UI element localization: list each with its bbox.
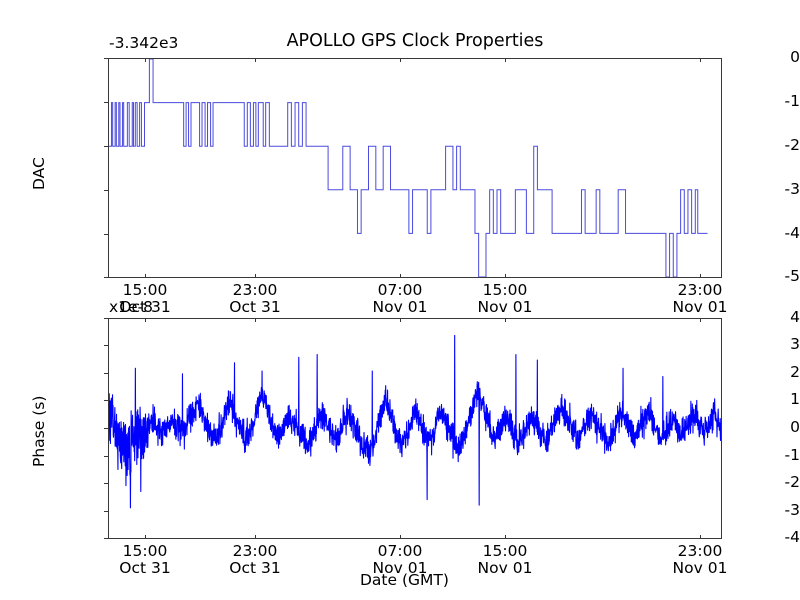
dac-step-trace (109, 59, 708, 277)
dac-xticklabel-3-date: Nov 01 (477, 298, 533, 316)
dac-xtick-1 (255, 274, 257, 278)
phase-noise-trace (109, 334, 721, 509)
phase-xticklabel-3-time: 15:00 (482, 542, 528, 560)
dac-xticklabel-0: 15:00 Oct 31 (85, 282, 205, 316)
dac-yticklabel-4: -4 (784, 224, 800, 242)
phase-xticklabel-1-time: 23:00 (232, 542, 278, 560)
phase-xticklabel-2-date: Nov 01 (372, 559, 428, 577)
phase-yticklabel-m2: -2 (784, 473, 800, 491)
dac-xticklabel-1-date: Oct 31 (229, 298, 281, 316)
phase-plot-area (108, 318, 722, 539)
dac-yticklabel-2: -2 (784, 136, 800, 154)
phase-xticklabel-4-date: Nov 01 (672, 559, 728, 577)
phase-xticklabel-0-time: 15:00 (122, 542, 168, 560)
phase-yticklabel-2: 2 (790, 363, 800, 381)
dac-xticklabel-2-date: Nov 01 (372, 298, 428, 316)
phase-yticklabel-m1: -1 (784, 446, 800, 464)
phase-yticklabel-3: 3 (790, 335, 800, 353)
phase-yticklabel-1: 1 (790, 390, 800, 408)
phase-ytick-m3 (104, 511, 108, 513)
phase-xtick-0 (145, 535, 147, 539)
dac-ytick-5 (104, 277, 108, 279)
phase-xtick-3 (505, 535, 507, 539)
dac-xticklabel-0-date: Oct 31 (119, 298, 171, 316)
dac-xticklabel-4-date: Nov 01 (672, 298, 728, 316)
dac-xticklabel-0-time: 15:00 (122, 281, 168, 299)
dac-ytick-1 (104, 102, 108, 104)
phase-xticklabel-3: 15:00 Nov 01 (445, 543, 565, 577)
phase-axis-label: Phase (s) (30, 395, 48, 467)
phase-ytick-m4 (104, 538, 108, 540)
dac-xtick-top-0 (145, 58, 147, 62)
dac-xtick-0 (145, 274, 147, 278)
phase-xticklabel-4-time: 23:00 (677, 542, 723, 560)
phase-ytick-4 (104, 318, 108, 320)
dac-xtick-4 (700, 274, 702, 278)
phase-xtick-top-1 (255, 318, 257, 322)
dac-xticklabel-3: 15:00 Nov 01 (445, 282, 565, 316)
phase-xtick-top-3 (505, 318, 507, 322)
dac-ytick-0 (104, 58, 108, 60)
phase-xticklabel-1: 23:00 Oct 31 (195, 543, 315, 577)
dac-xticklabel-3-time: 15:00 (482, 281, 528, 299)
dac-xticklabel-1-time: 23:00 (232, 281, 278, 299)
dac-xtick-top-2 (400, 58, 402, 62)
phase-xticklabel-3-date: Nov 01 (477, 559, 533, 577)
dac-xtick-3 (505, 274, 507, 278)
phase-xticklabel-4: 23:00 Nov 01 (640, 543, 760, 577)
phase-xticklabel-0-date: Oct 31 (119, 559, 171, 577)
phase-xtick-top-2 (400, 318, 402, 322)
dac-yticklabel-3: -3 (784, 180, 800, 198)
dac-ytick-2 (104, 146, 108, 148)
dac-yticklabel-5: -5 (784, 267, 800, 285)
phase-xtick-top-4 (700, 318, 702, 322)
phase-ytick-1 (104, 400, 108, 402)
phase-xticklabel-1-date: Oct 31 (229, 559, 281, 577)
phase-ytick-m1 (104, 456, 108, 458)
dac-xticklabel-4: 23:00 Nov 01 (640, 282, 760, 316)
dac-xticklabel-2-time: 07:00 (377, 281, 423, 299)
phase-ytick-2 (104, 373, 108, 375)
dac-xticklabel-4-time: 23:00 (677, 281, 723, 299)
phase-ytick-3 (104, 345, 108, 347)
dac-xticklabel-1: 23:00 Oct 31 (195, 282, 315, 316)
phase-multiplier-text: x1e-8 (109, 298, 154, 316)
dac-xtick-top-4 (700, 58, 702, 62)
dac-xtick-2 (400, 274, 402, 278)
phase-yticklabel-m3: -3 (784, 501, 800, 519)
phase-xticklabel-2: 07:00 Nov 01 (340, 543, 460, 577)
chart-title: APOLLO GPS Clock Properties (286, 31, 544, 51)
phase-yticklabel-4: 4 (790, 308, 800, 326)
phase-xtick-top-0 (145, 318, 147, 322)
dac-xtick-top-3 (505, 58, 507, 62)
phase-xtick-4 (700, 535, 702, 539)
phase-xaxis-label: Date (GMT) (360, 571, 449, 589)
dac-yticklabel-1: -1 (784, 92, 800, 110)
dac-plot-area (108, 58, 722, 278)
dac-offset-text: -3.342e3 (109, 34, 179, 52)
dac-xtick-top-1 (255, 58, 257, 62)
phase-xtick-1 (255, 535, 257, 539)
phase-ytick-0 (104, 428, 108, 430)
dac-xticklabel-2: 07:00 Nov 01 (340, 282, 460, 316)
phase-yticklabel-0: 0 (790, 418, 800, 436)
phase-xtick-2 (400, 535, 402, 539)
dac-yticklabel-0: 0 (790, 48, 800, 66)
phase-xticklabel-2-time: 07:00 (377, 542, 423, 560)
phase-xticklabel-0: 15:00 Oct 31 (85, 543, 205, 577)
phase-yticklabel-m4: -4 (784, 528, 800, 546)
dac-ytick-3 (104, 190, 108, 192)
phase-ytick-m2 (104, 483, 108, 485)
dac-axis-label: DAC (30, 157, 48, 190)
dac-ytick-4 (104, 234, 108, 236)
